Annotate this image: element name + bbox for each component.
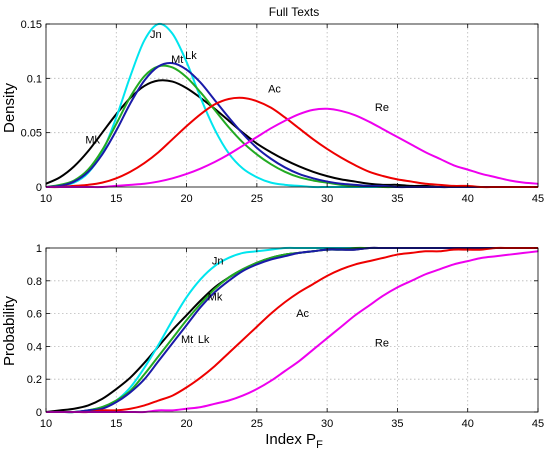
density-ytick-label: 0 xyxy=(36,182,42,194)
y-axis-label-density: Density xyxy=(1,82,18,133)
probability-curve-label-re: Re xyxy=(375,337,389,349)
chart-title: Full Texts xyxy=(269,5,319,19)
probability-xtick-label: 15 xyxy=(110,418,122,430)
probability-curve-label-mk: Mk xyxy=(208,291,223,303)
probability-curve-label-jn: Jn xyxy=(212,255,224,267)
density-xtick-label: 20 xyxy=(180,193,192,205)
density-xtick-label: 10 xyxy=(40,193,52,205)
probability-panel: Probability Index PF 10 15 20 25 30 35 40 45 0 0.… xyxy=(1,243,544,451)
x-axis-label-main: Index P xyxy=(265,431,316,448)
density-panel: Full Texts Density 10 15 20 25 30 35 40 45 0 0.05… xyxy=(1,5,544,205)
x-axis-label: Index PF xyxy=(265,431,323,451)
probability-xtick-label: 45 xyxy=(532,418,544,430)
density-ytick-label: 0.15 xyxy=(21,19,42,31)
probability-xtick-label: 40 xyxy=(462,418,474,430)
probability-curve-label-ac: Ac xyxy=(296,308,309,320)
density-curve-label-jn: Jn xyxy=(150,29,162,41)
density-xtick-label: 15 xyxy=(110,193,122,205)
probability-ytick-label: 0.6 xyxy=(27,309,42,321)
probability-xtick-label: 30 xyxy=(321,418,333,430)
probability-curve-label-lk: Lk xyxy=(198,334,210,346)
probability-xtick-label: 25 xyxy=(251,418,263,430)
density-series-re xyxy=(45,107,539,189)
probability-ytick-label: 0.4 xyxy=(27,341,42,353)
probability-axes-frame xyxy=(45,247,539,413)
density-ytick-label: 0.05 xyxy=(21,128,42,140)
density-curve-label-ac: Ac xyxy=(268,83,281,95)
probability-xtick-label: 20 xyxy=(180,418,192,430)
density-xtick-label: 35 xyxy=(391,193,403,205)
probability-ytick-label: 0 xyxy=(36,407,42,419)
probability-xtick-label: 10 xyxy=(40,418,52,430)
density-plot-area xyxy=(46,24,538,187)
y-axis-label-probability: Probability xyxy=(1,295,18,366)
probability-ytick-label: 0.8 xyxy=(27,276,42,288)
probability-curve-label-mt: Mt xyxy=(181,334,193,346)
density-curve-label-mk: Mk xyxy=(85,135,100,147)
density-xtick-label: 30 xyxy=(321,193,333,205)
density-axes-frame xyxy=(45,23,539,188)
density-curve-label-re: Re xyxy=(375,102,389,114)
density-ytick-label: 0.1 xyxy=(27,73,42,85)
density-curve-label-lk: Lk xyxy=(185,50,197,62)
density-xtick-label: 40 xyxy=(462,193,474,205)
probability-series-ac xyxy=(46,246,538,414)
density-series-ac xyxy=(45,96,539,189)
density-xtick-label: 45 xyxy=(532,193,544,205)
density-curve-label-mt: Mt xyxy=(171,54,183,66)
density-xtick-label: 25 xyxy=(251,193,263,205)
probability-ytick-label: 1 xyxy=(36,243,42,255)
probability-xtick-label: 35 xyxy=(391,418,403,430)
probability-ytick-label: 0.2 xyxy=(27,374,42,386)
x-axis-label-subscript: F xyxy=(316,439,323,451)
probability-plot-area xyxy=(46,248,538,412)
